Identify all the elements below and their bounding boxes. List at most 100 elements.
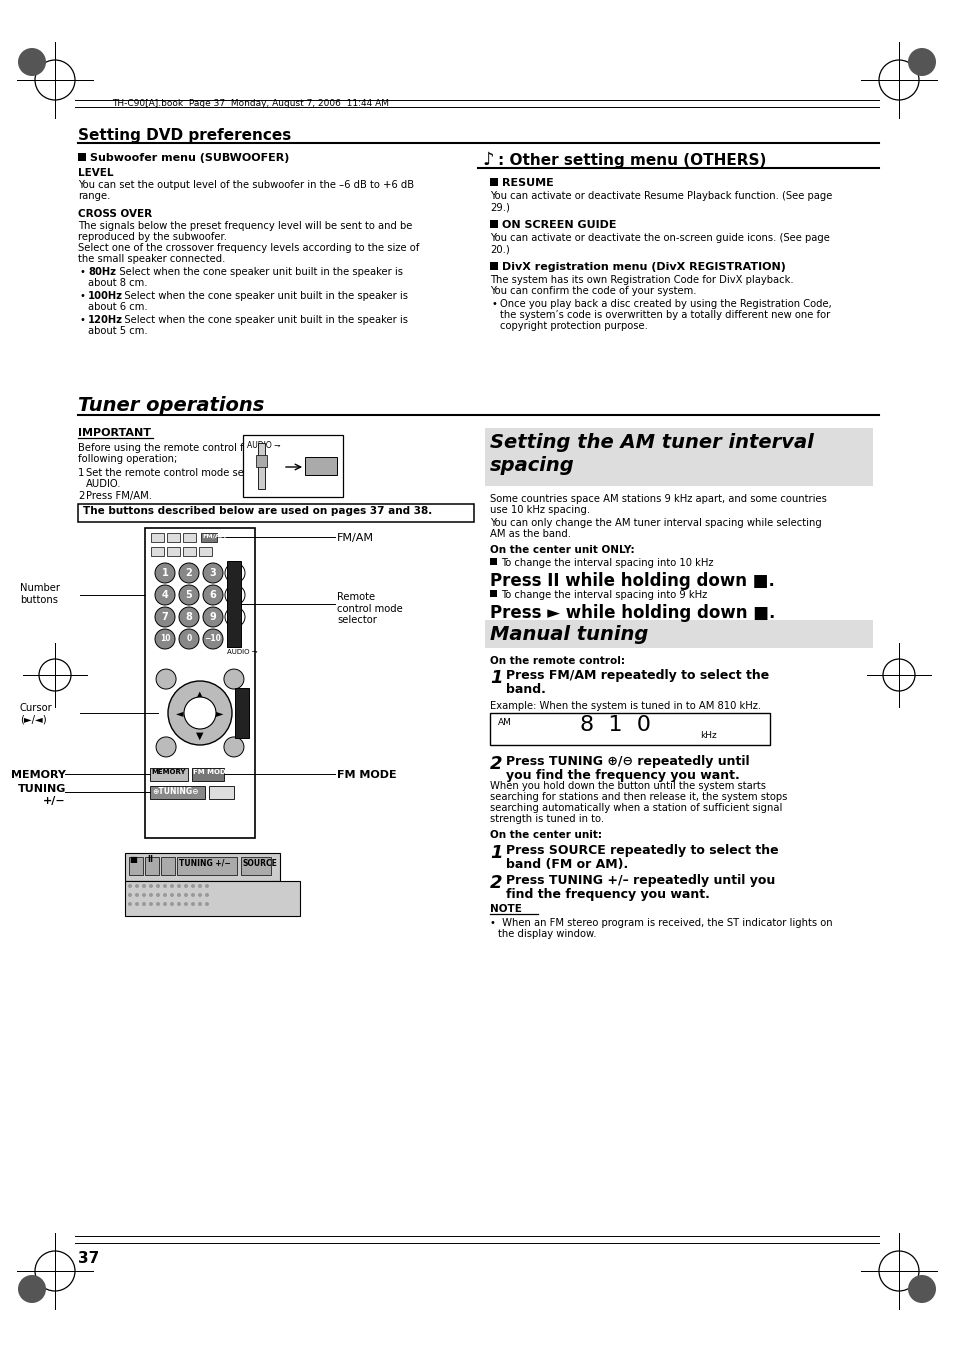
Text: the small speaker connected.: the small speaker connected. (78, 254, 225, 263)
Text: You can activate or deactivate the on-screen guide icons. (See page: You can activate or deactivate the on-sc… (490, 232, 829, 243)
Text: TUNING +/−: TUNING +/− (179, 859, 231, 867)
Text: band.: band. (505, 684, 545, 696)
Circle shape (184, 902, 188, 907)
Text: Setting the AM tuner interval: Setting the AM tuner interval (490, 434, 813, 453)
Text: You can only change the AM tuner interval spacing while selecting: You can only change the AM tuner interva… (490, 517, 821, 528)
Circle shape (170, 902, 173, 907)
Text: 2: 2 (186, 567, 193, 578)
Circle shape (205, 893, 209, 897)
Circle shape (179, 607, 199, 627)
Circle shape (907, 1275, 935, 1302)
Circle shape (170, 893, 173, 897)
Circle shape (198, 893, 202, 897)
Circle shape (163, 884, 167, 888)
Circle shape (163, 893, 167, 897)
Text: DivX registration menu (DivX REGISTRATION): DivX registration menu (DivX REGISTRATIO… (501, 262, 785, 272)
Text: Cursor
(►/◄): Cursor (►/◄) (20, 703, 52, 724)
Circle shape (203, 585, 223, 605)
Bar (490, 713, 769, 744)
Text: Once you play back a disc created by using the Registration Code,: Once you play back a disc created by usi… (499, 299, 831, 309)
Text: searching automatically when a station of sufficient signal: searching automatically when a station o… (490, 802, 781, 813)
Text: FM/AM: FM/AM (202, 534, 226, 538)
Circle shape (177, 902, 181, 907)
Circle shape (205, 902, 209, 907)
Text: MEMORY: MEMORY (151, 769, 185, 775)
Bar (145, 857, 159, 875)
Circle shape (198, 884, 202, 888)
Text: band (FM or AM).: band (FM or AM). (505, 858, 628, 871)
Text: 4: 4 (161, 590, 168, 600)
Text: copyright protection purpose.: copyright protection purpose. (499, 322, 647, 331)
Circle shape (191, 884, 194, 888)
Bar (125, 852, 280, 881)
Bar (227, 561, 241, 647)
Text: LEVEL: LEVEL (78, 168, 113, 178)
Text: Press FM/AM.: Press FM/AM. (86, 490, 152, 501)
Text: MEMORY: MEMORY (11, 770, 66, 780)
Text: When you hold down the button until the system starts: When you hold down the button until the … (490, 781, 765, 790)
Text: ON SCREEN GUIDE: ON SCREEN GUIDE (501, 220, 616, 230)
Text: Remote
control mode
selector: Remote control mode selector (336, 592, 402, 626)
Bar (183, 534, 195, 542)
Text: use 10 kHz spacing.: use 10 kHz spacing. (490, 505, 590, 515)
Text: 2: 2 (490, 755, 502, 773)
Circle shape (225, 607, 245, 627)
Bar (167, 547, 180, 557)
Text: 5: 5 (186, 590, 193, 600)
Text: the system’s code is overwritten by a totally different new one for: the system’s code is overwritten by a to… (499, 309, 829, 320)
Text: The signals below the preset frequency level will be sent to and be: The signals below the preset frequency l… (78, 222, 412, 231)
Text: −10: −10 (204, 634, 221, 643)
Text: : Other setting menu (OTHERS): : Other setting menu (OTHERS) (497, 153, 765, 168)
Text: Some countries space AM stations 9 kHz apart, and some countries: Some countries space AM stations 9 kHz a… (490, 494, 826, 504)
Text: You can activate or deactivate Resume Playback function. (See page: You can activate or deactivate Resume Pl… (490, 190, 832, 201)
Circle shape (184, 884, 188, 888)
Text: ⊕TUNING⊖: ⊕TUNING⊖ (152, 788, 198, 796)
Bar (150, 767, 188, 781)
Circle shape (177, 893, 181, 897)
Circle shape (225, 585, 245, 605)
Text: AUDIO ⇁: AUDIO ⇁ (247, 440, 280, 450)
Circle shape (149, 893, 152, 897)
Text: AM: AM (497, 717, 512, 727)
Text: On the center unit ONLY:: On the center unit ONLY: (490, 544, 634, 555)
Bar (78, 153, 86, 161)
Circle shape (128, 884, 132, 888)
Text: ♪: ♪ (481, 151, 493, 169)
Text: the display window.: the display window. (497, 929, 596, 939)
Text: Press SOURCE repeatedly to select the: Press SOURCE repeatedly to select the (505, 844, 778, 857)
Bar (145, 528, 254, 838)
Text: SOURCE: SOURCE (243, 859, 277, 867)
Text: To change the interval spacing into 10 kHz: To change the interval spacing into 10 k… (500, 558, 713, 567)
Bar (490, 262, 497, 270)
Text: 1: 1 (78, 467, 84, 478)
Text: AUDIO.: AUDIO. (86, 480, 121, 489)
Circle shape (184, 697, 215, 730)
Text: Press II while holding down ■.: Press II while holding down ■. (490, 571, 774, 590)
Bar (241, 857, 271, 875)
Text: •: • (80, 315, 86, 326)
Bar (257, 443, 265, 489)
Circle shape (177, 884, 181, 888)
Circle shape (191, 902, 194, 907)
Text: 120Hz: 120Hz (88, 315, 123, 326)
Text: ▲: ▲ (196, 690, 204, 700)
Text: RESUME: RESUME (501, 178, 553, 188)
Bar (484, 428, 872, 486)
Circle shape (191, 893, 194, 897)
Circle shape (154, 630, 174, 648)
Text: 6: 6 (210, 590, 216, 600)
Circle shape (128, 893, 132, 897)
Text: TUNING
+/−: TUNING +/− (17, 784, 66, 805)
Text: ◄: ◄ (176, 708, 184, 717)
Text: about 6 cm.: about 6 cm. (88, 303, 148, 312)
Text: Number
buttons: Number buttons (20, 584, 60, 605)
Bar (161, 857, 174, 875)
Text: searching for stations and then release it, the system stops: searching for stations and then release … (490, 792, 786, 802)
Bar (243, 435, 343, 497)
Bar (490, 558, 497, 565)
Text: The buttons described below are used on pages 37 and 38.: The buttons described below are used on … (83, 507, 432, 516)
Bar (78, 504, 474, 521)
Text: : Select when the cone speaker unit built in the speaker is: : Select when the cone speaker unit buil… (112, 267, 402, 277)
Bar (192, 767, 224, 781)
Circle shape (203, 563, 223, 584)
